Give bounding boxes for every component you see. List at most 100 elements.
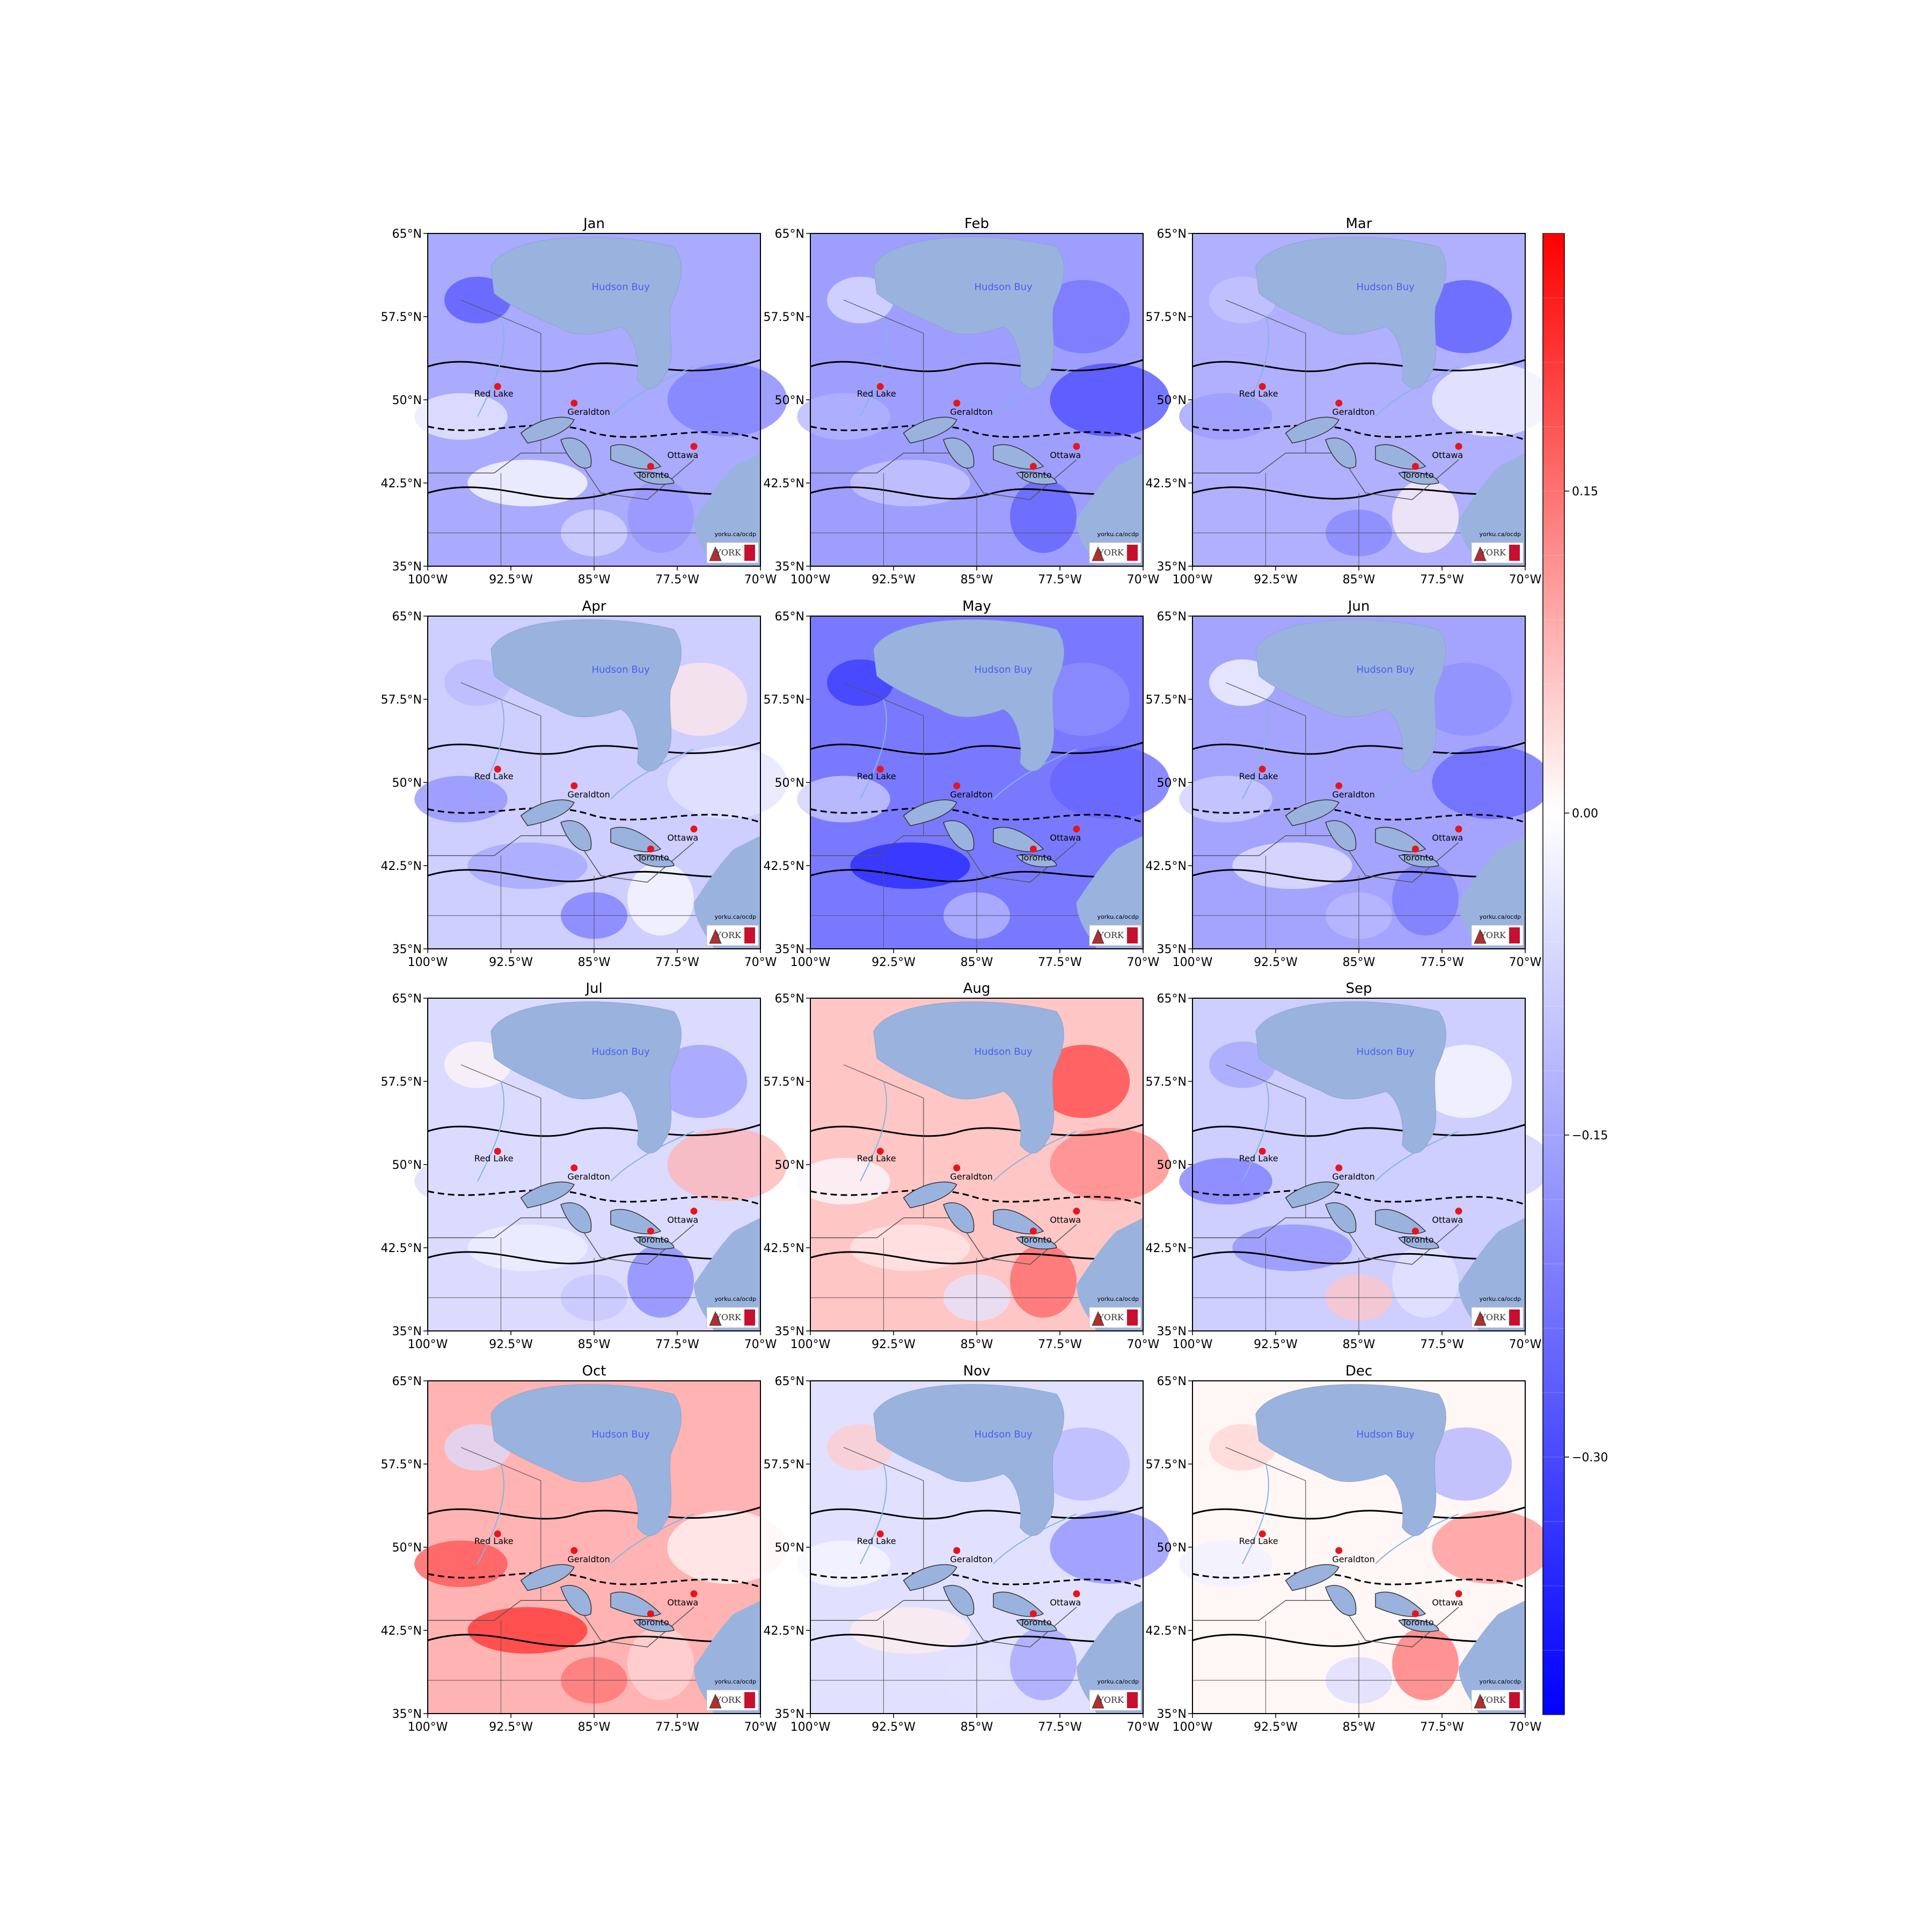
tent-icon <box>709 1311 722 1326</box>
city-marker <box>1073 1208 1080 1215</box>
anomaly-patch <box>1392 479 1459 553</box>
city-label: Toronto <box>637 853 669 863</box>
anomaly-patch <box>414 775 508 823</box>
panel-title: Apr <box>582 598 606 614</box>
lat-tick-label: 35°N <box>392 943 422 956</box>
bay-label: Hudson Buy <box>1356 1429 1415 1440</box>
lon-tick-label: 92.5°W <box>489 1338 533 1351</box>
city-marker <box>570 399 578 407</box>
lon-tick-label: 92.5°W <box>489 1721 533 1734</box>
contour-line <box>810 1633 1144 1647</box>
city-label: Ottawa <box>667 1598 698 1608</box>
city-marker <box>1258 383 1266 390</box>
lat-tick-label: 50°N <box>775 394 804 407</box>
anomaly-patch <box>850 842 970 889</box>
york-logo: YORK <box>706 1307 759 1328</box>
tent-icon <box>1474 928 1487 944</box>
anomaly-patch <box>654 662 748 736</box>
city-label: Red Lake <box>474 1536 514 1546</box>
york-logo: YORK <box>706 542 759 564</box>
lat-tick-label: 42.5°N <box>764 1242 804 1255</box>
city-marker <box>647 1227 654 1235</box>
york-logo: YORK <box>1471 925 1524 946</box>
river <box>1242 1081 1459 1182</box>
bay-label: Hudson Buy <box>591 281 650 292</box>
lon-tick-label: 77.5°W <box>1420 1338 1464 1351</box>
great-lake <box>1285 1564 1340 1591</box>
lon-tick-label: 85°W <box>961 1721 993 1734</box>
atlantic-ocean <box>694 1600 760 1714</box>
anomaly-patch <box>414 1540 508 1587</box>
great-lake <box>1375 1209 1426 1234</box>
city-label: Ottawa <box>1050 450 1081 460</box>
great-lake <box>1016 854 1057 867</box>
panel-title: May <box>962 598 991 614</box>
panel-title: Aug <box>963 980 991 997</box>
colorbar: 0.15 0.00 −0.15 −0.30 <box>1542 233 1608 1715</box>
anomaly-patch <box>1010 479 1077 553</box>
city-marker <box>1335 1547 1343 1554</box>
city-label: Ottawa <box>1432 1598 1463 1608</box>
city-label: Ottawa <box>1432 833 1463 843</box>
lat-tick-label: 57.5°N <box>1146 1075 1187 1089</box>
great-lake <box>610 1209 662 1234</box>
bay-label: Hudson Buy <box>1356 281 1415 292</box>
panel-title: Nov <box>963 1363 991 1379</box>
lat-tick-label: 42.5°N <box>764 477 804 491</box>
river <box>477 1463 694 1564</box>
city-marker <box>570 1164 578 1172</box>
city-marker <box>570 782 578 789</box>
logo-mark <box>1127 1309 1138 1326</box>
logo-text: YORK <box>715 1695 742 1705</box>
lat-tick-label: 50°N <box>1157 1541 1187 1555</box>
map-panel-dec: Hudson Buy Red Lake Geraldton Ottawa Toronto… <box>1146 1363 1552 1734</box>
city-label: Geraldton <box>950 789 992 800</box>
great-lake <box>1325 437 1357 469</box>
lat-tick-label: 57.5°N <box>1146 1458 1187 1472</box>
contour-line <box>1192 1633 1526 1647</box>
city-marker <box>647 463 654 470</box>
contour-line-negative <box>427 1189 761 1205</box>
city-label: Red Lake <box>857 1153 896 1163</box>
lon-tick-label: 100°W <box>408 1721 448 1734</box>
city-label: Toronto <box>1020 1235 1052 1245</box>
lon-tick-label: 70°W <box>1127 573 1160 587</box>
lon-tick-label: 77.5°W <box>1420 1721 1464 1734</box>
york-logo: YORK <box>706 1689 759 1711</box>
city-marker <box>1029 845 1037 853</box>
contour-line <box>427 1250 761 1264</box>
lat-tick-label: 57.5°N <box>381 693 422 707</box>
contour-line <box>427 359 761 372</box>
atlantic-ocean <box>1077 1600 1143 1714</box>
city-label: Geraldton <box>567 1172 610 1182</box>
lon-tick-label: 77.5°W <box>655 1338 699 1351</box>
credit-text: yorku.ca/ocdp <box>715 913 757 920</box>
city-marker <box>647 845 654 853</box>
lat-tick-label: 35°N <box>392 560 422 574</box>
city-marker <box>690 1208 698 1215</box>
credit-text: yorku.ca/ocdp <box>1097 1296 1139 1302</box>
city-label: Toronto <box>1020 853 1052 863</box>
great-lake <box>1325 820 1357 851</box>
lon-tick-label: 92.5°W <box>1254 573 1298 587</box>
city-marker <box>1073 825 1080 833</box>
city-marker <box>876 765 884 773</box>
anomaly-patch <box>1418 1427 1512 1501</box>
lon-tick-label: 100°W <box>408 573 448 587</box>
city-marker <box>876 1147 884 1155</box>
lon-tick-label: 100°W <box>791 573 831 587</box>
anomaly-patch <box>1432 1128 1552 1202</box>
anomaly-patch <box>654 1427 748 1501</box>
city-label: Ottawa <box>1432 1215 1463 1225</box>
lon-tick-label: 100°W <box>1173 573 1213 587</box>
map-panel-jul: Hudson Buy Red Lake Geraldton Ottawa Toronto… <box>381 980 787 1351</box>
city-marker <box>1029 1610 1037 1618</box>
anomaly-patch <box>1392 1244 1459 1318</box>
logo-mark <box>744 927 755 943</box>
city-marker <box>1411 463 1419 470</box>
lat-tick-label: 57.5°N <box>381 1458 422 1472</box>
panel-title: Dec <box>1345 1363 1372 1379</box>
contour-line-negative <box>427 425 761 441</box>
lat-tick-label: 42.5°N <box>1146 860 1187 873</box>
anomaly-patch <box>1232 459 1352 507</box>
